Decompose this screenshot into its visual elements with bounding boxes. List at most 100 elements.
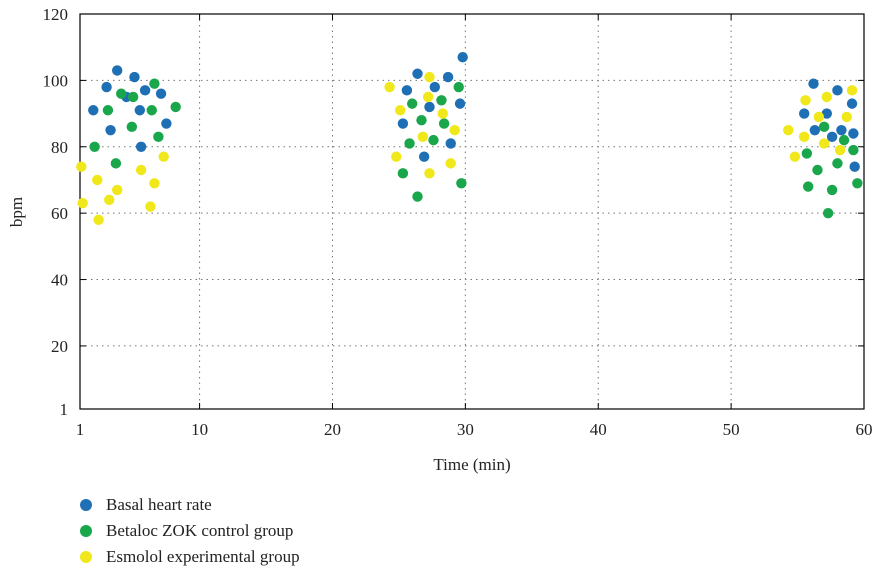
point-basal [105,124,116,136]
point-esmolol [424,168,435,179]
x-tick-label: 1 [76,420,85,439]
point-esmolol [77,198,88,209]
point-esmolol [422,91,434,103]
y-tick-label: 60 [51,204,68,223]
x-tick-label: 50 [723,420,740,439]
point-esmolol [104,194,115,206]
point-esmolol [92,174,103,186]
point-basal [161,118,172,129]
point-betaloc [127,91,139,103]
legend: Basal heart rate Betaloc ZOK control gro… [80,492,300,570]
point-basal [808,78,819,89]
legend-label-basal: Basal heart rate [106,495,212,514]
point-basal [821,108,832,119]
legend-item-betaloc: Betaloc ZOK control group [80,518,300,544]
point-esmolol [846,85,858,96]
point-betaloc [453,81,464,93]
point-betaloc [826,184,838,196]
point-basal [457,51,468,63]
point-betaloc [428,134,439,146]
point-basal [809,124,821,136]
point-basal [129,71,140,83]
point-esmolol [76,161,87,172]
x-axis: 1 10 20 30 40 50 60 [76,14,872,439]
x-tick-label: 30 [457,420,474,439]
point-basal [445,138,456,149]
point-basal [418,151,430,162]
point-esmolol [818,138,830,149]
point-betaloc [818,121,830,133]
point-betaloc [838,134,850,146]
plot-area-frame [79,13,865,410]
legend-marker-betaloc [80,525,92,537]
point-basal [134,105,145,116]
point-basal [139,85,151,96]
point-esmolol [149,178,160,189]
x-tick-label: 20 [324,420,341,439]
point-basal [135,141,147,152]
legend-label-esmolol: Esmolol experimental group [106,547,300,566]
point-esmolol [384,81,395,93]
point-basal [836,124,847,136]
point-esmolol [834,144,846,156]
point-esmolol [93,214,104,225]
point-esmolol [437,108,448,119]
point-betaloc [126,121,138,133]
point-basal [412,68,423,79]
point-betaloc [812,164,823,176]
point-esmolol [145,201,156,212]
point-betaloc [110,158,122,169]
x-tick-label: 10 [191,420,208,439]
point-betaloc [397,168,409,179]
point-basal [112,65,123,76]
point-esmolol [417,131,429,143]
point-betaloc [801,148,813,159]
point-esmolol [783,124,794,136]
x-tick-label: 40 [590,420,607,439]
point-esmolol [158,151,169,162]
point-basal [397,118,409,129]
point-betaloc [848,144,859,156]
point-esmolol [789,151,801,162]
legend-item-basal: Basal heart rate [80,492,300,518]
point-basal [442,71,454,83]
point-betaloc [438,118,450,129]
point-esmolol [391,151,402,162]
y-tick-label: 100 [43,71,69,90]
point-betaloc [456,178,467,189]
point-basal [101,81,112,93]
point-esmolol [813,111,825,123]
point-betaloc [149,78,160,89]
point-betaloc [802,181,814,192]
point-esmolol [800,95,811,106]
grid-lines [80,14,864,409]
point-betaloc [89,141,100,152]
point-betaloc [115,88,127,99]
point-betaloc [832,158,843,169]
data-points [76,51,863,225]
legend-marker-basal [80,499,92,511]
point-betaloc [407,98,418,109]
y-tick-label: 20 [51,337,68,356]
point-esmolol [841,111,852,123]
point-esmolol [799,131,810,143]
point-basal [846,98,858,109]
point-basal [88,105,99,116]
point-betaloc [852,178,863,189]
point-basal [155,88,167,99]
point-betaloc [412,191,423,202]
point-esmolol [112,184,123,196]
legend-marker-esmolol [80,551,92,563]
point-esmolol [395,105,406,116]
point-basal [832,85,843,96]
x-axis-title: Time (min) [433,455,510,474]
point-basal [429,81,440,93]
point-esmolol [821,91,832,103]
point-basal [454,98,466,109]
y-tick-label: 40 [51,271,68,290]
legend-item-esmolol: Esmolol experimental group [80,544,300,570]
point-betaloc [416,115,427,126]
point-basal [848,128,859,139]
point-basal [849,161,860,172]
